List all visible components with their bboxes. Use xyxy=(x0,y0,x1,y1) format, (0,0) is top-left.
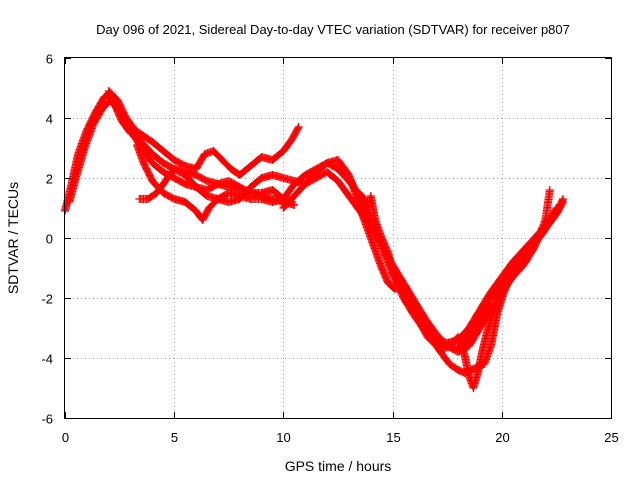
x-tick-label: 15 xyxy=(386,430,400,445)
y-tick-label: -2 xyxy=(41,292,53,307)
series-markers xyxy=(410,303,500,392)
y-tick-label: 6 xyxy=(46,52,53,67)
x-tick-label: 10 xyxy=(276,430,290,445)
series-track-8 xyxy=(410,303,500,392)
chart-title: Day 096 of 2021, Sidereal Day-to-day VTE… xyxy=(96,22,570,37)
y-tick-label: 4 xyxy=(46,112,53,127)
x-tick-label: 0 xyxy=(62,430,69,445)
y-tick-label: 2 xyxy=(46,172,53,187)
series-track-3 xyxy=(104,87,303,179)
series-markers xyxy=(65,96,297,206)
x-tick-label: 5 xyxy=(171,430,178,445)
y-axis-label: SDTVAR / TECUs xyxy=(5,182,21,294)
x-tick-label: 20 xyxy=(495,430,509,445)
series-track-6 xyxy=(279,156,554,356)
series-markers xyxy=(104,87,303,179)
axis-ticks: 0 5 10 15 20 25 -6 -4 -2 0 2 4 6 xyxy=(41,52,618,446)
grid-lines xyxy=(65,58,611,418)
x-axis-label: GPS time / hours xyxy=(285,458,392,474)
data-markers xyxy=(61,87,567,392)
series-track-2 xyxy=(65,96,297,206)
plot-frame xyxy=(64,57,612,419)
series-markers xyxy=(279,156,554,356)
x-tick-label: 25 xyxy=(604,430,618,445)
y-tick-label: 0 xyxy=(46,232,53,247)
y-tick-label: -4 xyxy=(41,352,53,367)
y-tick-label: -6 xyxy=(41,412,53,427)
